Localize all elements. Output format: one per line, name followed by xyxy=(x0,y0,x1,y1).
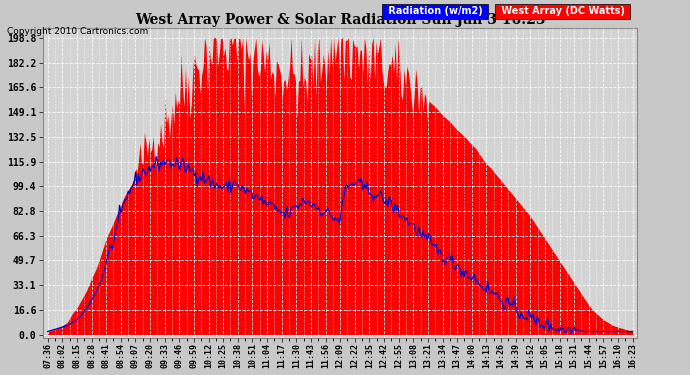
Title: West Array Power & Solar Radiation Sun Jan 3 16:23: West Array Power & Solar Radiation Sun J… xyxy=(135,13,545,27)
Text: Radiation (w/m2): Radiation (w/m2) xyxy=(385,6,486,16)
Text: West Array (DC Watts): West Array (DC Watts) xyxy=(497,6,628,16)
Text: Copyright 2010 Cartronics.com: Copyright 2010 Cartronics.com xyxy=(7,27,148,36)
